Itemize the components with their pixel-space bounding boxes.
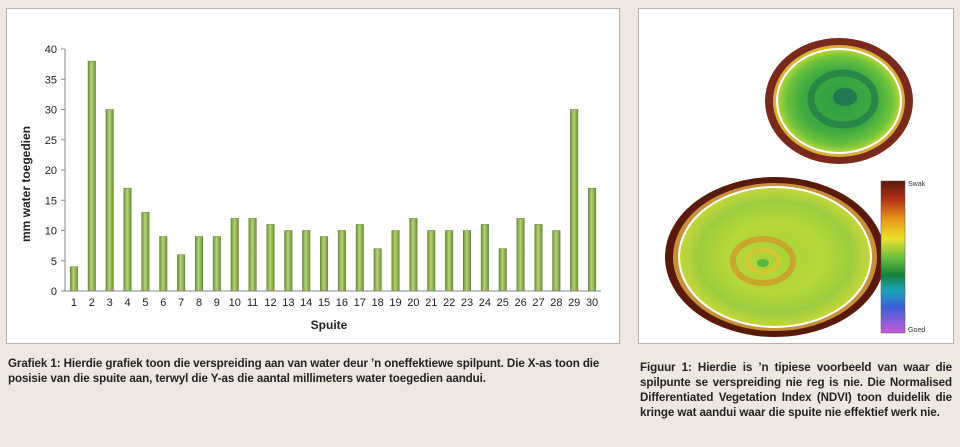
- x-tick-label: 14: [300, 297, 312, 309]
- x-tick-label: 27: [532, 297, 544, 309]
- x-tick-label: 7: [178, 297, 184, 309]
- y-axis-label: mm water toegedien: [19, 126, 33, 242]
- chart-panel: 0 5 10 15 20 25 30 35 40 1 2 3 4 5 6 7 8 9 10 11 12 13 14 15 16…: [6, 8, 620, 344]
- x-tick-label: 18: [372, 297, 384, 309]
- legend-bottom-label: Goed: [908, 327, 925, 334]
- x-tick-label: 10: [229, 297, 241, 309]
- chart-caption: Grafiek 1: Hierdie grafiek toon die vers…: [8, 357, 600, 385]
- x-tick-label: 19: [389, 297, 401, 309]
- x-tick-label: 29: [568, 297, 580, 309]
- bar: [266, 224, 275, 292]
- bar: [320, 236, 329, 292]
- bar: [534, 224, 543, 292]
- bar: [284, 230, 293, 292]
- bar: [159, 236, 168, 292]
- bar: [302, 230, 311, 292]
- y-tick-label: 30: [45, 105, 57, 117]
- x-tick-label: 13: [282, 297, 294, 309]
- bar: [588, 187, 597, 292]
- x-tick-label: 30: [586, 297, 598, 309]
- bar: [230, 218, 239, 292]
- x-tick-label: 11: [247, 297, 258, 309]
- x-tick-label: 5: [142, 297, 148, 309]
- x-tick-label: 26: [514, 297, 526, 309]
- bar: [194, 236, 204, 292]
- ndvi-legend: Swak Goed: [880, 180, 926, 334]
- x-axis-label: Spuite: [311, 318, 348, 332]
- x-tick-label: 28: [550, 297, 562, 309]
- x-tick-label: 1: [71, 297, 77, 309]
- ndvi-panel: Swak Goed: [638, 8, 954, 344]
- y-tick-label: 10: [45, 226, 57, 238]
- bar: [462, 230, 472, 292]
- y-tick-label: 35: [45, 74, 57, 86]
- x-tick-label: 3: [107, 297, 113, 309]
- x-tick-label: 9: [214, 297, 220, 309]
- bar: [409, 218, 418, 292]
- x-tick-label: 15: [318, 297, 330, 309]
- large-field-ndvi: [665, 177, 885, 337]
- bar: [105, 109, 114, 292]
- x-tick-label: 6: [160, 297, 166, 309]
- bar: [123, 187, 132, 292]
- bar: [427, 230, 436, 292]
- bar: [498, 248, 507, 292]
- bar: [141, 212, 150, 292]
- bar: [177, 254, 186, 292]
- y-tick-label: 0: [51, 286, 57, 298]
- bar: [248, 218, 257, 292]
- bar: [87, 60, 96, 292]
- bar: [391, 230, 400, 292]
- bar: [212, 236, 221, 292]
- x-tick-label: 12: [264, 297, 276, 309]
- x-tick-label: 25: [497, 297, 509, 309]
- bar: [337, 230, 346, 292]
- bar: [69, 266, 78, 292]
- ndvi-image: Swak Goed: [665, 38, 926, 337]
- y-tick-label: 25: [45, 135, 57, 147]
- y-tick-label: 20: [45, 165, 57, 177]
- small-field-ndvi: [765, 38, 913, 164]
- x-tick-label: 8: [196, 297, 202, 309]
- bar: [445, 230, 454, 292]
- x-tick-label: 22: [443, 297, 455, 309]
- x-tick-label: 4: [124, 297, 130, 309]
- x-tick-label: 2: [89, 297, 95, 309]
- bar: [516, 218, 525, 292]
- bar: [570, 109, 579, 292]
- y-tick-label: 40: [45, 44, 57, 56]
- bar: [552, 230, 561, 292]
- y-tick-label: 15: [45, 195, 57, 207]
- x-tick-label: 21: [425, 297, 437, 309]
- x-tick-label: 23: [461, 297, 473, 309]
- legend-top-label: Swak: [908, 181, 926, 188]
- bar: [355, 224, 364, 292]
- bar: [480, 224, 489, 292]
- x-tick-label: 17: [354, 297, 366, 309]
- ndvi-caption: Figuur 1: Hierdie is ’n tipiese voorbeel…: [640, 361, 952, 419]
- x-tick-label: 20: [407, 297, 419, 309]
- x-tick-label: 16: [336, 297, 348, 309]
- x-tick-label: 24: [479, 297, 491, 309]
- y-tick-label: 5: [51, 256, 57, 268]
- bar: [373, 248, 382, 292]
